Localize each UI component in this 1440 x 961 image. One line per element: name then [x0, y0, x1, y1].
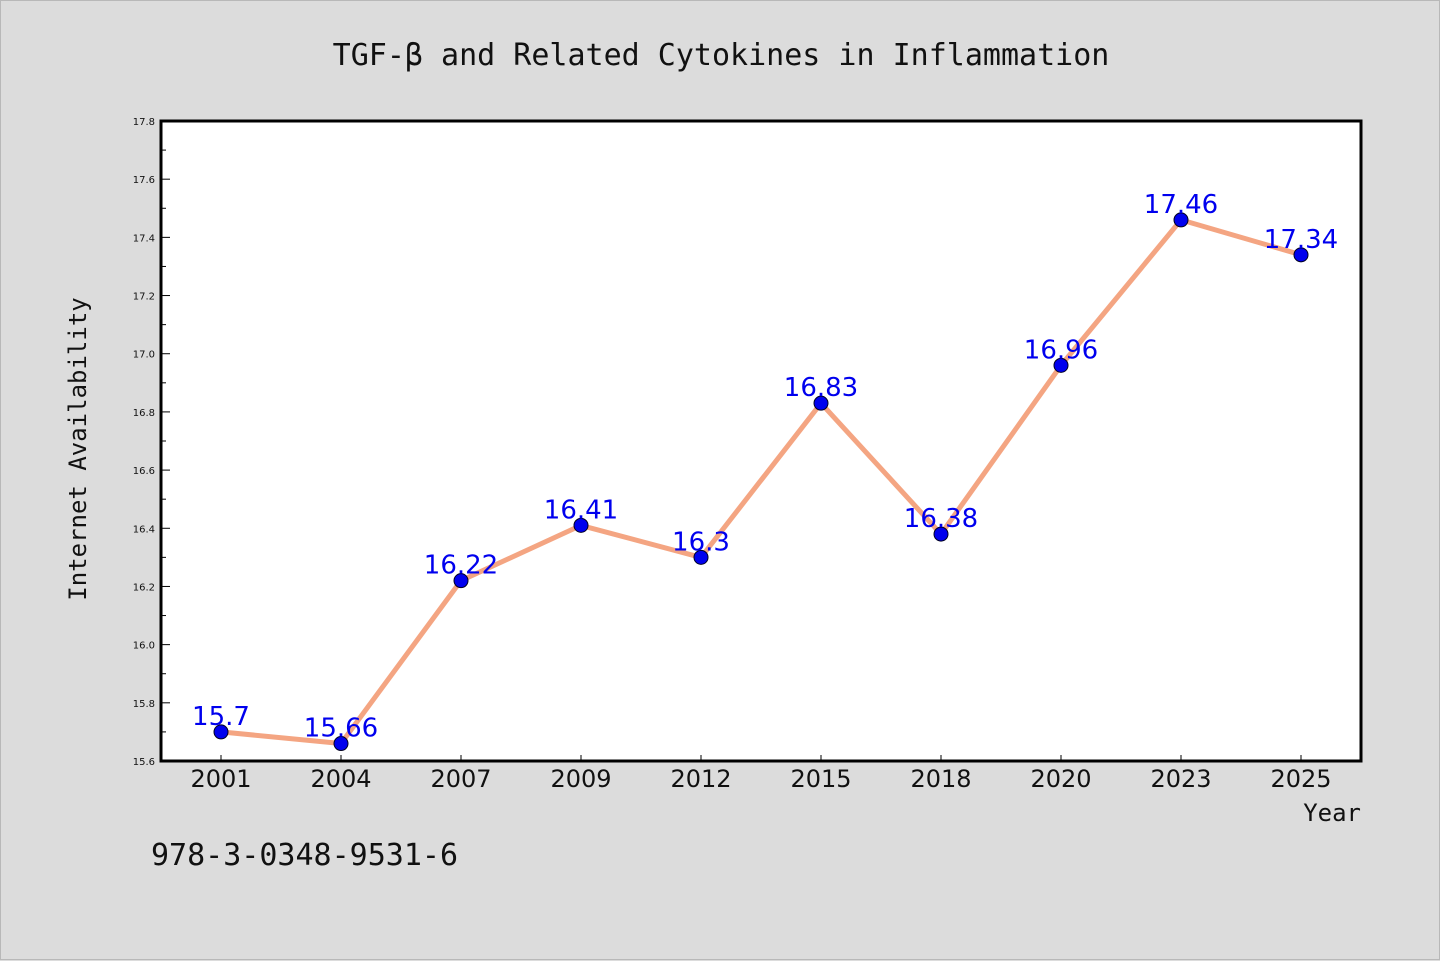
data-point [933, 526, 949, 542]
data-label: 16.41 [544, 495, 618, 525]
x-tick-label: 2004 [310, 765, 371, 793]
data-point [333, 736, 349, 752]
data-label: 16.38 [904, 504, 978, 534]
data-label: 17.34 [1264, 225, 1338, 255]
y-tick-label: 16.4 [133, 524, 155, 535]
data-point [1053, 357, 1069, 373]
y-tick-label: 17.0 [133, 350, 155, 361]
y-tick-label: 17.8 [133, 117, 155, 128]
y-tick-label: 17.4 [133, 233, 155, 244]
x-tick-label: 2015 [790, 765, 851, 793]
y-axis-title: Internet Availability [64, 297, 92, 600]
x-tick-label: 2020 [1030, 765, 1091, 793]
data-point [1293, 247, 1309, 263]
data-label: 17.46 [1144, 190, 1218, 220]
x-tick-label: 2012 [670, 765, 731, 793]
data-label: 16.96 [1024, 335, 1098, 365]
data-label: 16.22 [424, 551, 498, 581]
y-tick-label: 16.2 [133, 582, 155, 593]
data-labels: 15.7 15.66 16.22 16.41 16.3 16.83 16.38 16.96 17… [192, 190, 1338, 744]
data-point [693, 549, 709, 565]
data-point [573, 517, 589, 533]
footnote-isbn: 978-3-0348-9531-6 [151, 838, 458, 873]
data-point [813, 395, 829, 411]
y-tick-label: 15.6 [133, 757, 155, 768]
y-tick-label: 17.2 [133, 292, 155, 303]
data-label: 15.66 [304, 714, 378, 744]
series-markers [213, 212, 1309, 752]
x-tick-label: 2001 [190, 765, 251, 793]
data-label: 15.7 [192, 702, 250, 732]
y-tick-label: 16.6 [133, 466, 155, 477]
y-tick-label: 16.8 [133, 408, 155, 419]
y-tick-label: 16.0 [133, 641, 155, 652]
data-label: 16.3 [672, 527, 730, 557]
data-label: 16.83 [784, 373, 858, 403]
x-axis-title: Year [1303, 799, 1361, 827]
x-tick-label: 2025 [1270, 765, 1331, 793]
x-axis: 2001 2004 2007 2009 2012 2015 2018 2020 2023 2025 [190, 755, 1332, 793]
data-point [453, 573, 469, 589]
x-tick-label: 2009 [550, 765, 611, 793]
x-tick-label: 2023 [1150, 765, 1211, 793]
x-tick-label: 2018 [910, 765, 971, 793]
y-tick-label: 17.6 [133, 175, 155, 186]
chart-title: TGF-β and Related Cytokines in Inflammat… [333, 38, 1110, 73]
y-tick-label: 15.8 [133, 699, 155, 710]
plot-area [161, 121, 1361, 761]
x-tick-label: 2007 [430, 765, 491, 793]
data-point [213, 724, 229, 740]
plot-frame [159, 119, 1363, 763]
data-point [1173, 212, 1189, 228]
series-line [218, 217, 1304, 746]
